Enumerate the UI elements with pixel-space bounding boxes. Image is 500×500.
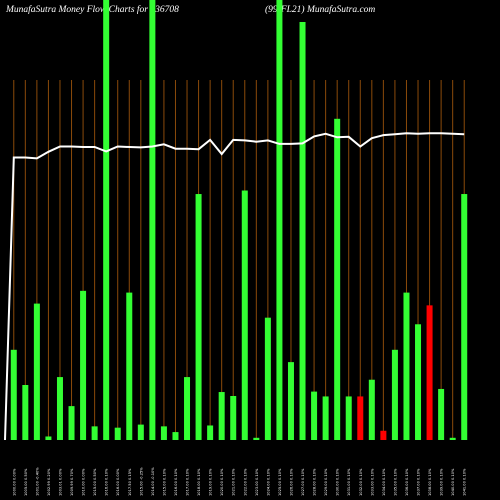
x-tick-label: 1025.00 0.10% [278, 468, 282, 496]
x-tick-label: 1038.00 0.10% [428, 468, 432, 496]
bar [68, 406, 75, 440]
x-tick-label: 1026.00 0.10% [289, 468, 293, 496]
bar [276, 0, 283, 440]
x-tick-label: 1022.00 0.10% [243, 468, 247, 496]
bar [449, 437, 456, 440]
bar [322, 396, 329, 440]
x-tick-label: 1039.00 0.10% [440, 468, 444, 496]
bar [184, 377, 191, 440]
bar [10, 349, 17, 440]
bar [195, 194, 202, 440]
x-tick-label: 1001.00 -0.40% [35, 467, 39, 496]
bar [80, 290, 87, 440]
x-tick-label: 1023.00 0.10% [255, 468, 259, 496]
x-tick-label: 1028.00 0.10% [313, 468, 317, 496]
bar [426, 305, 433, 440]
bar [334, 118, 341, 441]
x-tick-label: 1003.01 0.00% [58, 468, 62, 496]
x-tick-label: 1027.00 0.10% [301, 468, 305, 496]
bar [33, 303, 40, 440]
x-tick-label: 1019.00 0.10% [209, 468, 213, 496]
bar [91, 426, 98, 440]
x-tick-label: 1030.00 0.10% [336, 468, 340, 496]
x-axis-labels: 1000.00 0.00% 1005.00 0.50% 1001.00 -0.40%… [12, 467, 466, 496]
bar [380, 430, 387, 440]
x-tick-label: 1041.00 0.10% [463, 468, 467, 496]
bar [149, 0, 156, 440]
x-tick-label: 1005.00 0.50% [24, 468, 28, 496]
bar [56, 377, 63, 440]
x-tick-label: 1010.00 0.00% [82, 468, 86, 496]
x-tick-label: 1021.00 0.10% [232, 468, 236, 496]
x-tick-label: 1015.00 0.50% [93, 468, 97, 496]
x-tick-label: 1009.99 0.70% [70, 468, 74, 496]
bar [391, 349, 398, 440]
x-tick-label: 1014.00 -0.10% [151, 467, 155, 496]
x-tick-label: 1040.00 0.10% [451, 468, 455, 496]
bar [114, 427, 121, 440]
x-tick-label: 1032.00 0.10% [359, 468, 363, 496]
x-tick-label: 1015.00 0.10% [162, 468, 166, 496]
bar [299, 22, 306, 440]
x-tick-label: 1017.50 0.15% [128, 468, 132, 496]
bar [172, 432, 179, 440]
x-tick-label: 1031.00 0.10% [347, 468, 351, 496]
bar [415, 324, 422, 440]
bar [45, 436, 52, 440]
x-tick-label: 1018.00 0.10% [197, 468, 201, 496]
bar-series [10, 0, 468, 441]
x-tick-label: 1000.00 0.00% [12, 468, 16, 496]
bar [461, 194, 468, 440]
bar [126, 292, 133, 440]
chart-title-right: (99-FL21) MunafaSutra.com [265, 5, 376, 15]
bar [403, 292, 410, 440]
bar [264, 317, 271, 440]
x-tick-label: 1037.00 0.10% [417, 468, 421, 496]
bar [137, 424, 144, 440]
bar [241, 190, 248, 440]
x-tick-label: 1036.00 0.10% [405, 468, 409, 496]
x-tick-label: 1035.00 0.10% [393, 468, 397, 496]
bar [311, 391, 318, 440]
money-flow-line [4, 132, 465, 441]
chart-title-left: MunafaSutra Money Flow Charts for 936708 [6, 5, 179, 15]
bar [345, 396, 352, 440]
x-tick-label: 1033.00 0.10% [370, 468, 374, 496]
x-tick-label: 1016.00 0.10% [105, 468, 109, 496]
bar [218, 392, 225, 440]
x-tick-label: 1034.00 0.10% [382, 468, 386, 496]
bar [357, 396, 364, 440]
x-tick-label: 1020.00 0.10% [220, 468, 224, 496]
bar [230, 396, 237, 440]
x-tick-label: 1002.99 0.20% [47, 468, 51, 496]
bar [253, 437, 260, 440]
bar [160, 426, 167, 440]
bar [287, 362, 294, 440]
x-tick-label: 1029.00 0.10% [324, 468, 328, 496]
bar [22, 385, 29, 440]
x-tick-label: 1016.00 0.00% [116, 468, 120, 496]
x-tick-label: 1017.00 0.10% [186, 468, 190, 496]
bar [103, 0, 110, 440]
bar [438, 388, 445, 440]
line-series [4, 132, 465, 441]
x-tick-label: 1016.00 0.10% [174, 468, 178, 496]
bar [368, 379, 375, 440]
x-tick-label: 1015.00 -0.25% [139, 467, 143, 496]
x-tick-label: 1024.00 0.10% [266, 468, 270, 496]
bar [207, 425, 214, 440]
